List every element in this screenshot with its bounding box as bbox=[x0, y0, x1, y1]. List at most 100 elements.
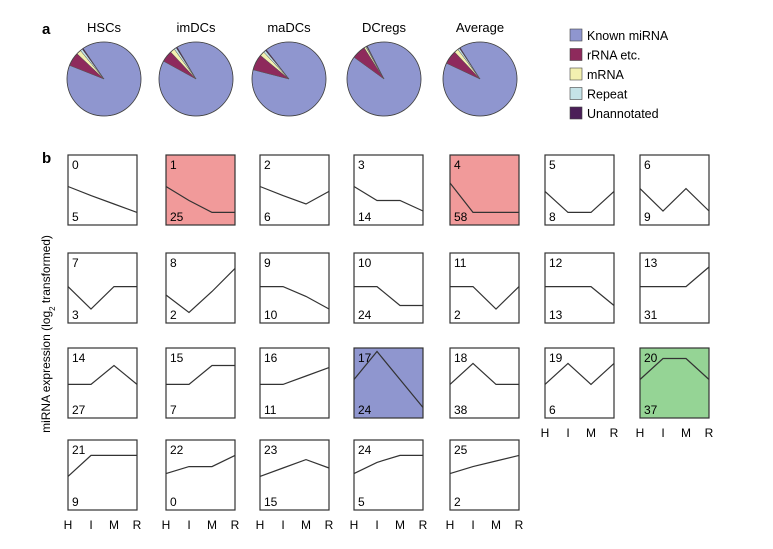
panel-label-b: b bbox=[42, 150, 51, 167]
profile-count: 7 bbox=[170, 403, 177, 417]
tick-label-i: I bbox=[89, 518, 92, 532]
profile-id: 19 bbox=[549, 351, 563, 365]
profile-count: 9 bbox=[72, 495, 79, 509]
profile-24: 24 5 H I M R bbox=[350, 439, 428, 532]
profile-id: 18 bbox=[454, 351, 468, 365]
profile-id: 11 bbox=[454, 256, 467, 270]
profile-3: 3 14 bbox=[353, 154, 424, 226]
profile-line bbox=[639, 187, 710, 212]
tick-label-r: R bbox=[325, 518, 334, 532]
legend-item-mrna: mRNA bbox=[569, 67, 624, 82]
tick-label-m: M bbox=[681, 426, 691, 440]
profile-id: 4 bbox=[454, 158, 461, 172]
pie-title: maDCs bbox=[267, 20, 311, 35]
pie-charts: HSCs imDCs maDCs DCregs Average bbox=[66, 20, 518, 117]
profile-1: 1 25 bbox=[165, 154, 236, 226]
tick-label-r: R bbox=[133, 518, 142, 532]
pie-average: Average bbox=[442, 20, 518, 117]
profile-box bbox=[67, 154, 138, 226]
profile-box bbox=[449, 439, 520, 511]
pie-dcregs: DCregs bbox=[346, 20, 422, 117]
profile-id: 22 bbox=[170, 443, 184, 457]
tick-label-r: R bbox=[419, 518, 428, 532]
profile-id: 3 bbox=[358, 158, 365, 172]
profile-count: 0 bbox=[170, 495, 177, 509]
profile-0: 05 bbox=[67, 154, 138, 226]
profile-10: 10 24 bbox=[353, 252, 424, 324]
profile-id: 10 bbox=[358, 256, 372, 270]
profile-19: 19 6 H I M R bbox=[541, 347, 619, 440]
tick-label-i: I bbox=[281, 518, 284, 532]
profile-id: 14 bbox=[72, 351, 86, 365]
tick-label-h: H bbox=[541, 426, 550, 440]
profile-7: 73 bbox=[67, 252, 138, 324]
profile-line bbox=[165, 267, 236, 314]
profile-2: 26 bbox=[259, 154, 330, 226]
profile-id: 25 bbox=[454, 443, 468, 457]
tick-label-h: H bbox=[256, 518, 265, 532]
profile-line bbox=[166, 364, 235, 385]
profile-id: 5 bbox=[549, 158, 556, 172]
profile-box bbox=[449, 154, 520, 226]
profile-box bbox=[259, 154, 330, 226]
profile-box bbox=[353, 347, 424, 419]
tick-label-m: M bbox=[491, 518, 501, 532]
profile-id: 6 bbox=[644, 158, 651, 172]
legend-label: mRNA bbox=[587, 68, 624, 82]
tick-label-h: H bbox=[350, 518, 359, 532]
profile-line bbox=[259, 458, 330, 477]
profile-count: 15 bbox=[264, 495, 278, 509]
profile-count: 25 bbox=[170, 210, 184, 224]
legend-swatch bbox=[569, 87, 583, 100]
tick-label-i: I bbox=[566, 426, 569, 440]
profile-box bbox=[165, 252, 236, 324]
tick-label-h: H bbox=[636, 426, 645, 440]
profile-count: 38 bbox=[454, 403, 468, 417]
profile-9: 9 10 bbox=[259, 252, 330, 324]
y-axis-label: miRNA expression (log2 transformed) bbox=[39, 235, 57, 433]
profile-count: 24 bbox=[358, 308, 372, 322]
profile-line bbox=[67, 286, 137, 310]
tick-label-i: I bbox=[661, 426, 664, 440]
profile-count: 5 bbox=[358, 495, 365, 509]
profile-line bbox=[449, 454, 520, 475]
tick-label-i: I bbox=[471, 518, 474, 532]
profile-box bbox=[259, 252, 330, 324]
profile-15: 15 7 bbox=[165, 347, 236, 419]
profile-box bbox=[639, 347, 710, 419]
profile-box bbox=[165, 347, 236, 419]
profile-line bbox=[165, 185, 235, 213]
profile-id: 12 bbox=[549, 256, 563, 270]
profile-count: 2 bbox=[454, 308, 461, 322]
pie-outline bbox=[158, 41, 234, 117]
profile-id: 2 bbox=[264, 158, 271, 172]
profile-line bbox=[67, 454, 137, 477]
tick-label-r: R bbox=[515, 518, 524, 532]
legend-item-unannotated: Unannotated bbox=[569, 106, 659, 121]
tick-label-m: M bbox=[395, 518, 405, 532]
profile-count: 10 bbox=[264, 308, 278, 322]
profile-box bbox=[449, 347, 520, 419]
profile-box bbox=[639, 252, 710, 324]
profile-line bbox=[450, 286, 520, 310]
tick-label-m: M bbox=[109, 518, 119, 532]
pie-title: HSCs bbox=[87, 20, 121, 35]
profile-line bbox=[353, 185, 424, 212]
profile-id: 21 bbox=[72, 443, 86, 457]
legend-label: Unannotated bbox=[587, 107, 659, 121]
legend-label: rRNA etc. bbox=[587, 49, 641, 63]
profile-box bbox=[544, 154, 615, 226]
profile-line bbox=[68, 364, 138, 385]
profile-line bbox=[545, 286, 615, 306]
profile-11: 11 2 bbox=[449, 252, 520, 324]
profile-line bbox=[67, 185, 138, 213]
profile-5: 58 bbox=[544, 154, 615, 226]
profile-line bbox=[260, 286, 330, 310]
pie-legend: Known miRNA rRNA etc. mRNA Repeat Unannotate… bbox=[569, 28, 669, 121]
profile-id: 16 bbox=[264, 351, 278, 365]
profile-12: 12 13 bbox=[544, 252, 615, 324]
profile-line bbox=[165, 454, 236, 475]
profile-line bbox=[260, 367, 330, 385]
tick-label-h: H bbox=[446, 518, 455, 532]
